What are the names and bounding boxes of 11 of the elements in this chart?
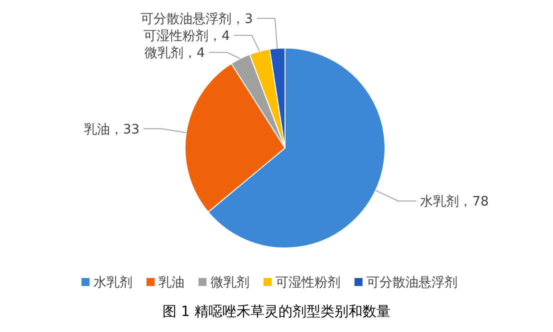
legend-label: 乳油 [158, 276, 184, 291]
data-label: 乳油，33 [84, 122, 140, 138]
legend-label: 水乳剂 [94, 274, 132, 291]
legend-label: 可分散油悬浮剂 [366, 274, 458, 291]
data-label: 可分散油悬浮剂，3 [140, 10, 253, 27]
data-label: 可湿性粉剂，4 [144, 28, 230, 44]
data-label: 水乳剂，78 [420, 194, 489, 210]
legend-label: 可湿性粉剂 [276, 274, 340, 291]
data-label: 微乳剂，4 [144, 44, 205, 61]
legend-label: 微乳剂 [210, 274, 250, 291]
text: 图 1 精噁唑禾草灵的剂型类别和数量 [162, 304, 390, 320]
